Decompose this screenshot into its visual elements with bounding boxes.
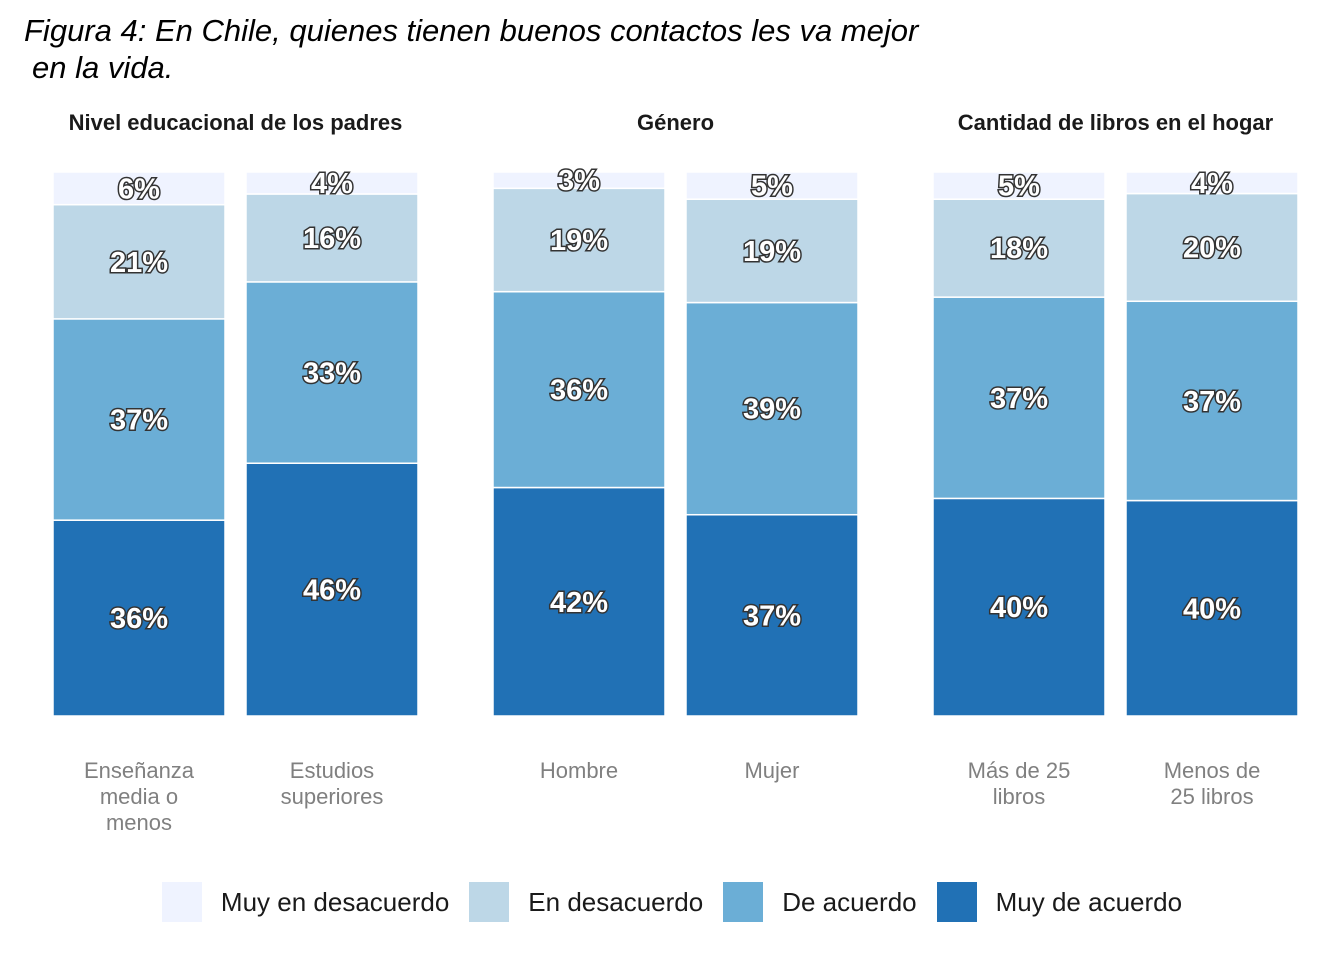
data-label: 37%: [990, 383, 1048, 415]
category-label: Más de 25 libros: [968, 758, 1071, 809]
bar-segment-de-acuerdo: [245, 281, 419, 464]
data-label: 36%: [110, 603, 168, 635]
bar-segment-de-acuerdo: [52, 318, 226, 521]
category-label: Menos de 25 libros: [1164, 758, 1261, 809]
bar-segment-muy-en-desacuerdo: [1125, 171, 1299, 195]
category-label: Enseñanza media o menos: [84, 758, 195, 835]
legend-item-en-desacuerdo: En desacuerdo: [469, 882, 703, 922]
data-label: 36%: [550, 375, 608, 407]
category-label-line: 25 libros: [1170, 784, 1253, 809]
category-label-line: media o: [100, 784, 178, 809]
category-label-line: superiores: [281, 784, 384, 809]
data-label: 33%: [303, 358, 361, 390]
legend-item-muy-de-acuerdo: Muy de acuerdo: [936, 882, 1183, 922]
chart-title-line-1: Figura 4: En Chile, quienes tienen bueno…: [24, 13, 919, 48]
category-label-line: Hombre: [540, 758, 618, 783]
bar-segment-en-desacuerdo: [685, 198, 859, 304]
category-label: Hombre: [540, 758, 618, 783]
category-label-line: Menos de: [1164, 758, 1261, 783]
panel-title: Género: [637, 110, 714, 135]
data-label: 5%: [998, 171, 1040, 203]
data-label: 4%: [1191, 168, 1233, 200]
bar-segment-en-desacuerdo: [932, 198, 1106, 298]
bar-segment-muy-de-acuerdo: [245, 462, 419, 717]
legend-swatch: [469, 882, 510, 922]
bar-segment-en-desacuerdo: [492, 187, 666, 293]
data-label: 42%: [550, 587, 608, 619]
legend-item-de-acuerdo: De acuerdo: [723, 882, 917, 922]
panel-cantidad-de-libros-en-el-hogar: Cantidad de libros en el hogar 40% 37% 18% 5…: [932, 110, 1299, 809]
stacked-bar-chart: Nivel educacional de los padres 36% 37% 21%…: [52, 110, 1299, 835]
bar-segment-en-desacuerdo: [245, 193, 419, 283]
bar-menos-de-25-libros: 40% 37% 20% 4%: [1125, 166, 1299, 717]
category-label-line: Estudios: [290, 758, 374, 783]
bar-segment-muy-de-acuerdo: [932, 497, 1106, 717]
data-label: 37%: [110, 405, 168, 437]
bar-segment-en-desacuerdo: [52, 203, 226, 320]
category-label-line: menos: [106, 810, 172, 835]
category-label: Mujer: [744, 758, 799, 783]
bar-segment-de-acuerdo: [492, 290, 666, 489]
bar-segment-muy-de-acuerdo: [1125, 499, 1299, 717]
category-label-line: Mujer: [744, 758, 799, 783]
panel-title: Cantidad de libros en el hogar: [958, 110, 1274, 135]
data-label: 40%: [990, 592, 1048, 624]
data-label: 16%: [303, 223, 361, 255]
bar-segment-muy-de-acuerdo: [685, 513, 859, 717]
bar-mas-de-25-libros: 40% 37% 18% 5%: [932, 169, 1106, 717]
legend-swatch: [161, 882, 202, 922]
data-label: 39%: [743, 394, 801, 426]
legend-swatch: [936, 882, 977, 922]
bar-mujer: 37% 39% 19% 5%: [685, 169, 859, 717]
bar-segment-muy-de-acuerdo: [492, 486, 666, 717]
bar-segment-muy-en-desacuerdo: [932, 171, 1106, 200]
category-label-line: Más de 25: [968, 758, 1071, 783]
bar-segment-muy-en-desacuerdo: [52, 171, 226, 206]
data-label: 19%: [743, 236, 801, 268]
legend-label: En desacuerdo: [528, 886, 704, 917]
data-label: 4%: [311, 168, 353, 200]
data-label: 21%: [110, 247, 168, 279]
bar-segment-muy-de-acuerdo: [52, 519, 226, 717]
data-label: 46%: [303, 575, 361, 607]
bar-segment-muy-en-desacuerdo: [685, 171, 859, 200]
panel-title: Nivel educacional de los padres: [69, 110, 403, 135]
bar-ensenanza-media-o-menos: 36% 37% 21% 6%: [52, 171, 226, 717]
category-label: Estudios superiores: [281, 758, 384, 809]
legend-label: Muy en desacuerdo: [220, 886, 450, 917]
data-label: 37%: [1183, 386, 1241, 418]
data-label: 19%: [550, 225, 608, 257]
legend-item-muy-en-desacuerdo: Muy en desacuerdo: [161, 882, 450, 922]
data-label: 6%: [118, 173, 160, 205]
data-label: 37%: [743, 600, 801, 632]
bar-segment-de-acuerdo: [685, 301, 859, 516]
bar-segment-de-acuerdo: [1125, 300, 1299, 502]
data-label: 20%: [1183, 232, 1241, 264]
legend-swatch: [723, 882, 764, 922]
data-label: 18%: [990, 233, 1048, 265]
bar-segment-de-acuerdo: [932, 296, 1106, 500]
legend-label: De acuerdo: [782, 886, 917, 917]
legend-label: Muy de acuerdo: [995, 886, 1183, 917]
data-label: 3%: [558, 165, 600, 197]
chart-title-line-2: en la vida.: [32, 50, 174, 85]
category-label-line: Enseñanza: [84, 758, 195, 783]
category-label-line: libros: [993, 784, 1046, 809]
chart-title: Figura 4: En Chile, quienes tienen bueno…: [24, 12, 918, 86]
panel-genero: Género 42% 36% 19% 3% Hombre 37% 39% 19% 5% Mujer: [492, 110, 859, 783]
data-label: 5%: [751, 171, 793, 203]
panel-nivel-educacional-de-los-padres: Nivel educacional de los padres 36% 37% 21%…: [52, 110, 419, 835]
legend: Muy en desacuerdo En desacuerdo De acuerdo…: [0, 882, 1344, 922]
bar-segment-muy-en-desacuerdo: [245, 171, 419, 195]
bar-hombre: 42% 36% 19% 3%: [492, 164, 666, 717]
bar-segment-en-desacuerdo: [1125, 192, 1299, 303]
bar-estudios-superiores: 46% 33% 16% 4%: [245, 166, 419, 717]
bar-segment-muy-en-desacuerdo: [492, 171, 666, 190]
data-label: 40%: [1183, 593, 1241, 625]
